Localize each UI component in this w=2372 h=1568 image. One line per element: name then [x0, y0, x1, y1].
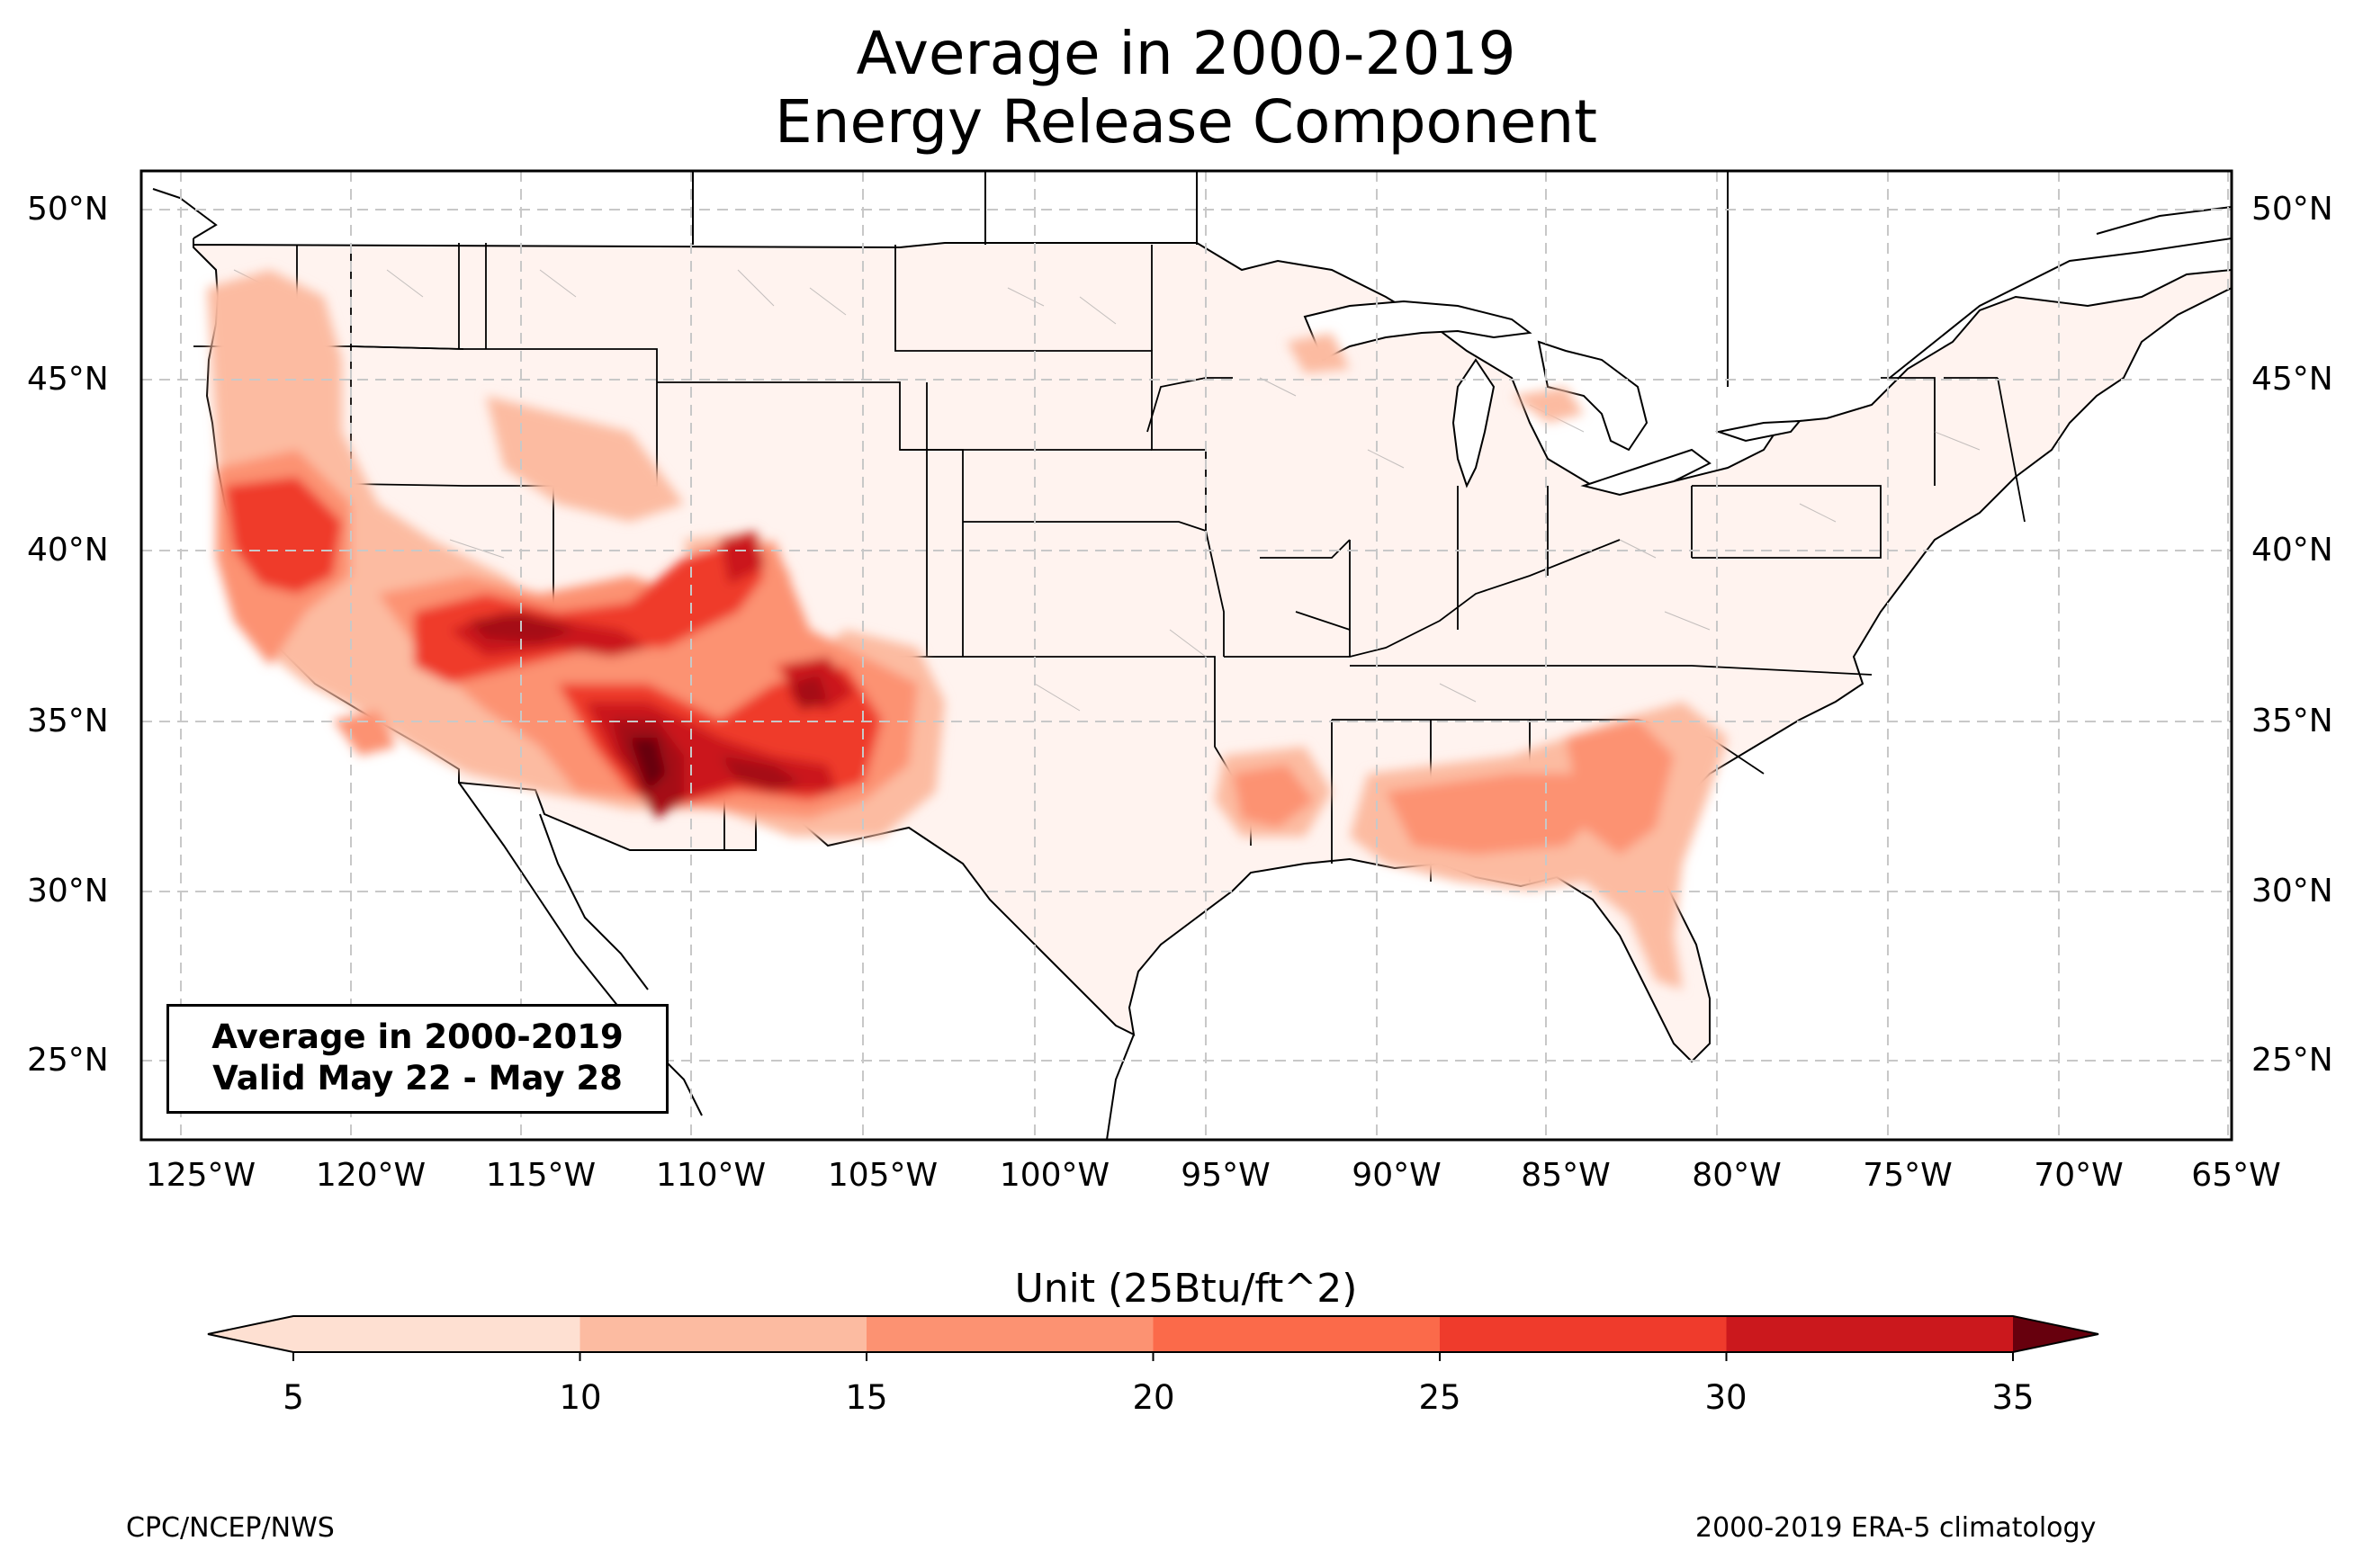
- lon-label: 100°W: [999, 1157, 1110, 1194]
- lat-label-left: 35°N: [27, 703, 109, 739]
- info-box-line2: Valid May 22 - May 28: [212, 1059, 623, 1098]
- lat-label-left: 30°N: [27, 873, 109, 909]
- lon-label: 70°W: [2034, 1157, 2124, 1194]
- colorbar-tick: 10: [559, 1378, 602, 1417]
- canada-border-coast: [152, 171, 2232, 1140]
- erc-contours: [207, 270, 1728, 990]
- colorbar-tick: 5: [283, 1378, 304, 1417]
- info-box-line1: Average in 2000-2019: [211, 1017, 624, 1056]
- lon-label: 110°W: [655, 1157, 767, 1194]
- colorbar-tick: 30: [1704, 1378, 1748, 1417]
- colorbar-tick: 35: [1991, 1378, 2035, 1417]
- validity-info-box: Average in 2000-2019 Valid May 22 - May …: [166, 1004, 669, 1114]
- lat-label-left: 50°N: [27, 191, 109, 228]
- lat-label-right: 35°N: [2251, 703, 2333, 739]
- colorbar-title: Unit (25Btu/ft^2): [1014, 1266, 1358, 1312]
- lon-label: 75°W: [1863, 1157, 1953, 1194]
- lon-label: 95°W: [1181, 1157, 1271, 1194]
- lat-label-right: 25°N: [2251, 1042, 2333, 1079]
- map-frame: [139, 169, 2233, 1142]
- chart-title-line1: Average in 2000-2019: [856, 19, 1516, 88]
- colorbar-tick: 15: [845, 1378, 888, 1417]
- great-lakes: [1303, 300, 1802, 497]
- lon-label: 90°W: [1352, 1157, 1442, 1194]
- lon-label: 120°W: [315, 1157, 427, 1194]
- lat-label-left: 45°N: [27, 361, 109, 398]
- lat-label-right: 30°N: [2251, 873, 2333, 909]
- colorbar-tick: 20: [1132, 1378, 1175, 1417]
- lat-label-right: 45°N: [2251, 361, 2333, 398]
- footer-source: CPC/NCEP/NWS: [126, 1512, 335, 1544]
- lon-label: 115°W: [485, 1157, 597, 1194]
- lon-label: 105°W: [827, 1157, 939, 1194]
- lat-label-right: 40°N: [2251, 532, 2333, 569]
- footer-climatology: 2000-2019 ERA-5 climatology: [1695, 1512, 2097, 1544]
- lat-label-left: 25°N: [27, 1042, 109, 1079]
- graticule: [141, 171, 2232, 1140]
- lon-label: 65°W: [2191, 1157, 2281, 1194]
- colorbar-tick: 25: [1418, 1378, 1461, 1417]
- lon-label: 80°W: [1692, 1157, 1782, 1194]
- lat-label-right: 50°N: [2251, 191, 2333, 228]
- chart-title-line2: Energy Release Component: [774, 87, 1598, 157]
- lon-label: 125°W: [145, 1157, 256, 1194]
- lat-label-left: 40°N: [27, 532, 109, 569]
- lon-label: 85°W: [1521, 1157, 1611, 1194]
